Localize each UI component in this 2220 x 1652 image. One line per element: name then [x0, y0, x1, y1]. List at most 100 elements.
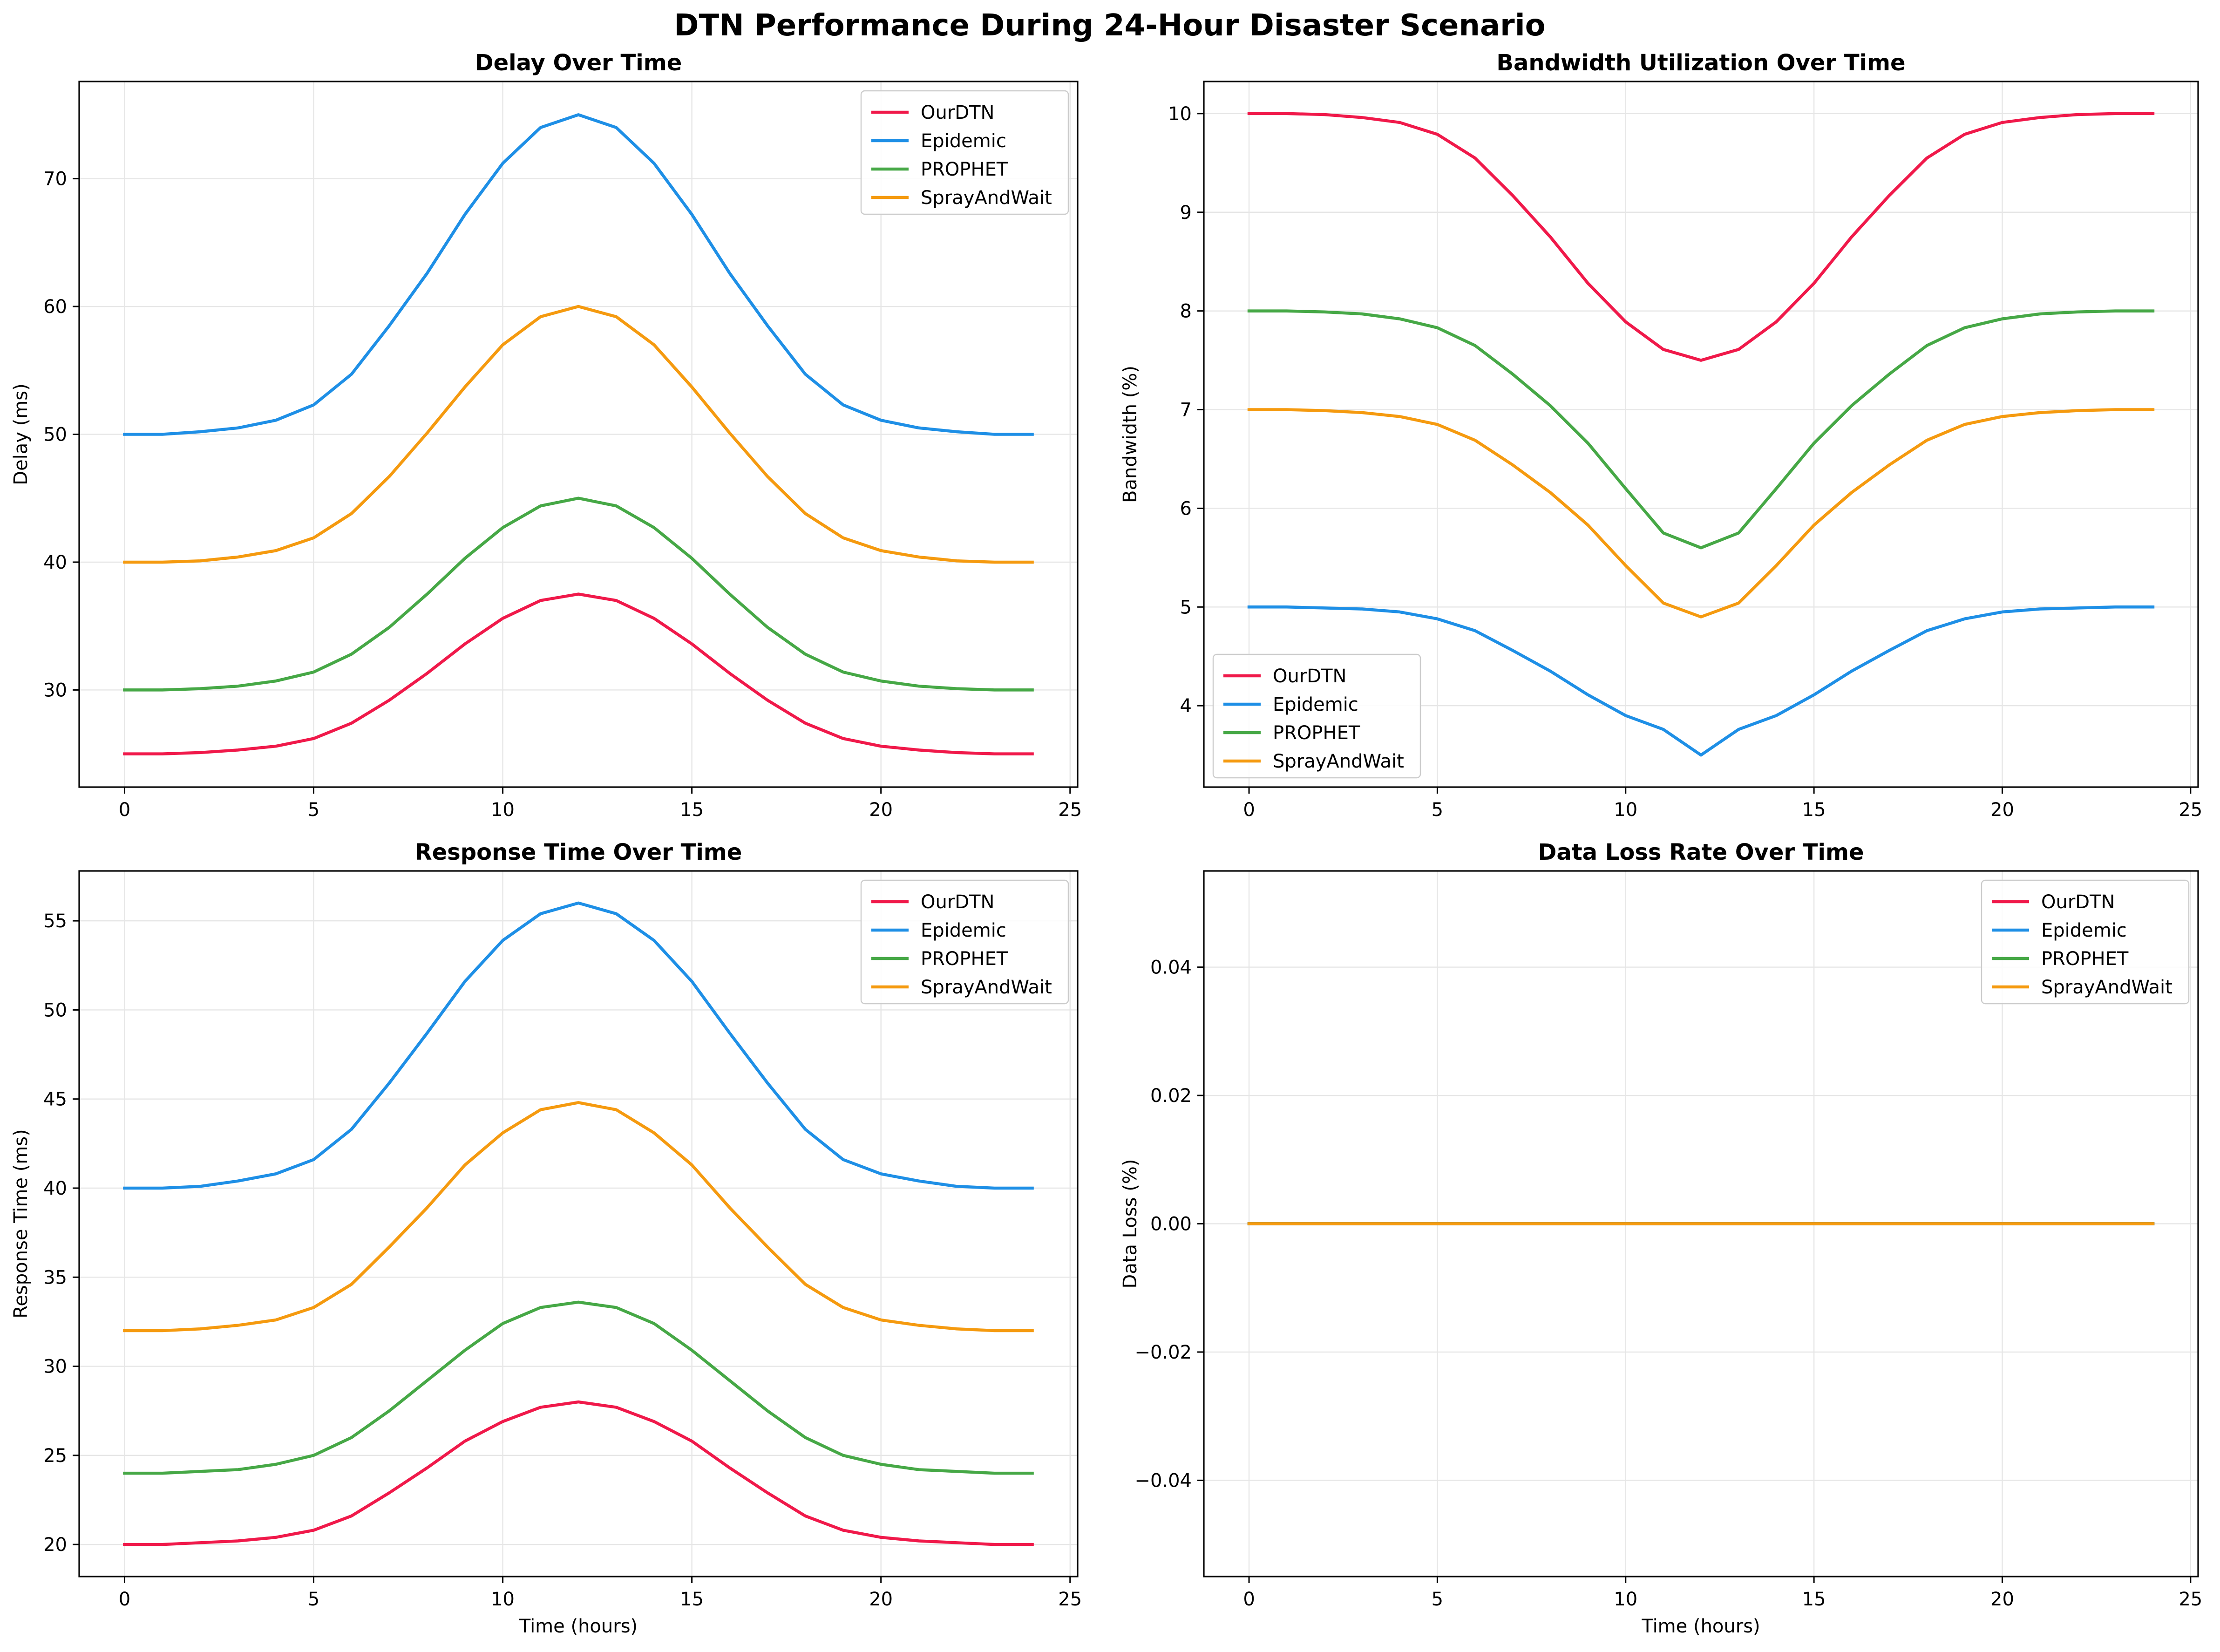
- legend-box: [860, 90, 1069, 215]
- legend-label-ourdtn: OurDTN: [1273, 666, 1346, 687]
- subplot-2: 0 5 10 15 20 25 4 5 6 7 8 9 10 Bandwidth Utilization …: [1120, 50, 2202, 821]
- y-tick-label: 8: [1180, 301, 1192, 322]
- y-tick-label: 40: [43, 1178, 67, 1199]
- figure-suptitle: DTN Performance During 24-Hour Disaster …: [674, 8, 1545, 43]
- legend-label-epidemic: Epidemic: [2041, 920, 2127, 941]
- x-tick-label: 5: [1432, 799, 1443, 821]
- x-tick-label: 0: [1243, 1589, 1255, 1610]
- series-line-prophet: [123, 1300, 1034, 1475]
- legend-label-epidemic: Epidemic: [921, 130, 1006, 152]
- x-tick-label: 5: [1432, 1589, 1443, 1610]
- series-line-prophet: [1247, 309, 2155, 550]
- legend-label-prophet: PROPHET: [921, 159, 1008, 180]
- x-tick-label: 25: [2179, 1589, 2202, 1610]
- x-tick-label: 10: [491, 1589, 515, 1610]
- y-tick-label: 40: [43, 552, 67, 573]
- y-tick-label: 10: [1168, 103, 1192, 125]
- y-tick-label: 55: [43, 911, 67, 932]
- y-tick-label: 30: [43, 1356, 67, 1378]
- legend-label-sprayandwait: SprayAndWait: [921, 977, 1052, 998]
- y-tick-label: 50: [43, 424, 67, 446]
- x-tick-label: 5: [308, 799, 319, 821]
- y-tick-label: 0.00: [1150, 1214, 1192, 1235]
- series-line-sprayandwait: [1247, 408, 2155, 619]
- legend: OurDTN Epidemic PROPHET SprayAndWait: [860, 879, 1069, 1005]
- legend-label-prophet: PROPHET: [2041, 948, 2129, 970]
- x-tick-label: 15: [680, 799, 704, 821]
- x-tick-label: 15: [1802, 799, 1826, 821]
- y-tick-label: 35: [43, 1267, 67, 1288]
- y-tick-label: 0.02: [1150, 1085, 1192, 1107]
- x-tick-label: 15: [1802, 1589, 1826, 1610]
- y-tick-label: 60: [43, 296, 67, 318]
- y-axis-label: Delay (ms): [10, 383, 32, 485]
- y-tick-label: −0.02: [1134, 1342, 1192, 1363]
- y-tick-label: 0.04: [1150, 957, 1192, 979]
- subplot-title: Delay Over Time: [475, 50, 682, 76]
- y-tick-label: 7: [1180, 400, 1192, 421]
- y-tick-label: 6: [1180, 498, 1192, 519]
- series-line-prophet: [123, 496, 1034, 692]
- legend-label-ourdtn: OurDTN: [921, 102, 994, 123]
- y-tick-label: 45: [43, 1089, 67, 1110]
- y-tick-label: 50: [43, 999, 67, 1021]
- series-line-ourdtn: [123, 592, 1034, 755]
- x-tick-label: 5: [308, 1589, 319, 1610]
- subplot-4: 0 5 10 15 20 25 −0.04 −0.02 0.00 0.02 0.04 Data Los…: [1120, 839, 2202, 1637]
- series-line-epidemic: [1247, 605, 2155, 757]
- series-line-epidemic: [123, 113, 1034, 436]
- y-tick-label: 30: [43, 680, 67, 701]
- x-tick-label: 20: [1990, 799, 2014, 821]
- axes-frame: [78, 870, 1079, 1577]
- x-tick-label: 20: [1990, 1589, 2014, 1610]
- y-axis-label: Bandwidth (%): [1120, 366, 1141, 503]
- series-line-sprayandwait: [123, 305, 1034, 564]
- x-tick-label: 20: [869, 1589, 893, 1610]
- legend-box: [1212, 653, 1421, 779]
- legend: OurDTN Epidemic PROPHET SprayAndWait: [860, 90, 1069, 215]
- y-tick-label: 4: [1180, 695, 1192, 717]
- x-tick-label: 10: [491, 799, 515, 821]
- x-tick-label: 25: [1058, 799, 1082, 821]
- y-axis-label: Data Loss (%): [1120, 1159, 1141, 1289]
- legend-label-epidemic: Epidemic: [921, 920, 1006, 941]
- subplot-3: 0 5 10 15 20 25 20 25 30 35 40 45 50 55 Response Time …: [10, 839, 1082, 1637]
- series-line-ourdtn: [1247, 112, 2155, 362]
- subplot-title: Bandwidth Utilization Over Time: [1496, 50, 1905, 76]
- series-line-ourdtn: [123, 1400, 1034, 1546]
- legend: OurDTN Epidemic PROPHET SprayAndWait: [1981, 879, 2190, 1005]
- series-line-sprayandwait: [123, 1101, 1034, 1332]
- legend-label-epidemic: Epidemic: [1273, 694, 1358, 715]
- subplot-title: Response Time Over Time: [415, 839, 742, 865]
- legend-box: [860, 879, 1069, 1005]
- legend-label-prophet: PROPHET: [921, 948, 1008, 970]
- x-tick-label: 20: [869, 799, 893, 821]
- y-tick-label: 20: [43, 1534, 67, 1556]
- x-axis-label: Time (hours): [519, 1616, 638, 1637]
- x-tick-label: 15: [680, 1589, 704, 1610]
- y-tick-label: 25: [43, 1445, 67, 1467]
- subplot-title: Data Loss Rate Over Time: [1538, 839, 1864, 865]
- x-tick-label: 0: [1243, 799, 1255, 821]
- x-tick-label: 25: [2179, 799, 2202, 821]
- y-tick-label: −0.04: [1134, 1470, 1192, 1491]
- x-tick-label: 10: [1614, 1589, 1637, 1610]
- x-tick-label: 25: [1058, 1589, 1082, 1610]
- subplot-1: 0 5 10 15 20 25 30 40 50 60 70 Delay Over Time Delay…: [10, 50, 1082, 821]
- legend-label-sprayandwait: SprayAndWait: [2041, 977, 2172, 998]
- y-tick-label: 9: [1180, 202, 1192, 224]
- legend-label-sprayandwait: SprayAndWait: [921, 187, 1052, 209]
- x-tick-label: 0: [119, 1589, 130, 1610]
- y-axis-label: Response Time (ms): [10, 1129, 32, 1318]
- legend-label-sprayandwait: SprayAndWait: [1273, 751, 1404, 772]
- x-tick-label: 0: [119, 799, 130, 821]
- legend-label-ourdtn: OurDTN: [2041, 891, 2115, 913]
- x-axis-label: Time (hours): [1641, 1616, 1760, 1637]
- axes-frame: [1203, 81, 2199, 788]
- series-line-epidemic: [123, 901, 1034, 1190]
- y-tick-label: 5: [1180, 597, 1192, 618]
- legend-box: [1981, 879, 2190, 1005]
- legend-label-ourdtn: OurDTN: [921, 891, 994, 913]
